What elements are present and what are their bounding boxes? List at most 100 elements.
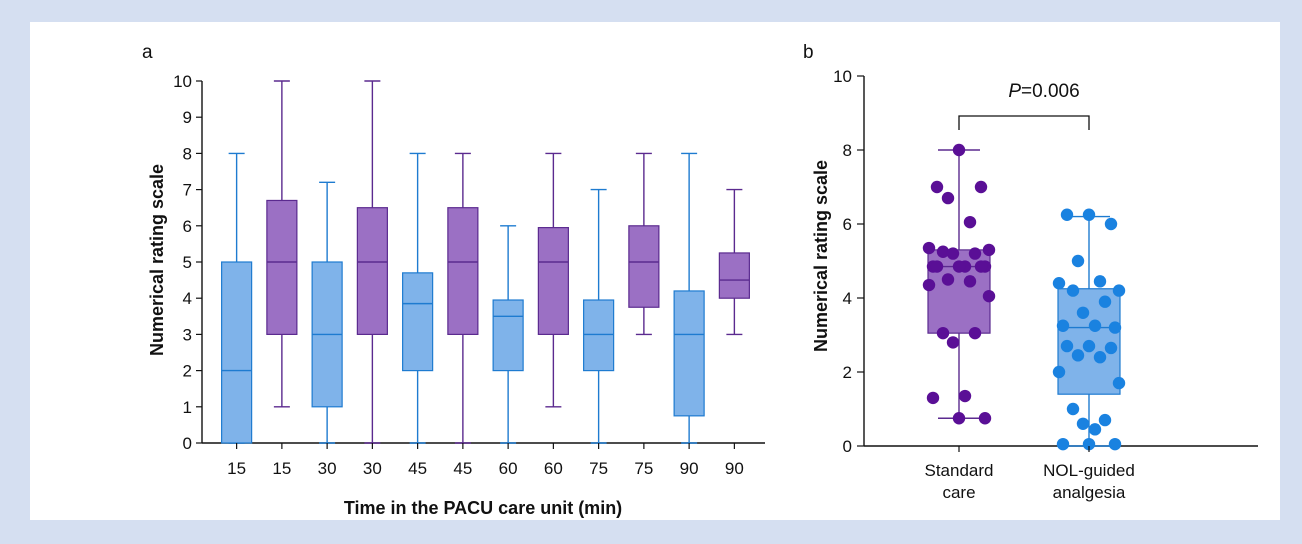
data-point <box>974 260 988 273</box>
box-iqr <box>537 227 569 336</box>
data-point <box>936 245 950 258</box>
panel-a-y-tick-label: 6 <box>183 217 192 236</box>
data-point <box>1082 339 1096 353</box>
panel-b-y-tick-label: 0 <box>843 437 852 456</box>
panel-b-y-tick-label: 8 <box>843 141 852 160</box>
panel-a-box-11 <box>673 152 705 444</box>
data-point <box>1108 321 1122 334</box>
data-point <box>974 180 988 194</box>
data-point <box>1066 284 1080 297</box>
panel-b-x-tick-label: NOL-guided analgesia <box>1043 461 1135 502</box>
data-point <box>1071 254 1085 268</box>
panel-a-x-tick-label: 15 <box>272 459 291 478</box>
data-point <box>922 278 936 292</box>
panel-b: b 0 2 4 6 8 10 P=0.006 Standard care NOL-guided… <box>803 42 1258 502</box>
data-point <box>1088 319 1102 332</box>
panel-a-y-axis-label: Numerical rating scale <box>147 164 167 356</box>
panel-a-x-tick-label: 60 <box>499 459 518 478</box>
panel-a-box-7 <box>492 225 524 444</box>
data-point <box>978 412 992 425</box>
data-point <box>1112 376 1126 390</box>
panel-a-y-tick-label: 0 <box>183 434 192 453</box>
data-point <box>968 247 982 260</box>
data-point <box>1104 341 1118 355</box>
data-point <box>1093 351 1107 364</box>
panel-a-boxes <box>221 80 750 444</box>
panel-b-label: b <box>803 42 814 63</box>
box-iqr <box>718 252 750 299</box>
panel-a-box-4 <box>356 80 388 444</box>
box-iqr <box>673 290 705 417</box>
data-point <box>968 326 982 340</box>
x-tick-label-line: NOL-guided <box>1043 461 1135 480</box>
panel-a-x-ticks: 15 15 30 30 45 45 60 60 75 75 90 90 <box>227 443 744 478</box>
data-point <box>1093 275 1107 288</box>
data-point <box>1112 284 1126 297</box>
panel-a-x-tick-label: 30 <box>363 459 382 478</box>
panel-a-x-tick-label: 90 <box>680 459 699 478</box>
panel-a-box-2 <box>266 80 298 408</box>
p-value-annotation: P=0.006 <box>1008 81 1079 102</box>
panel-a-y-ticks: 0 1 2 3 4 5 6 7 8 9 10 <box>173 72 202 453</box>
panel-b-boxes <box>927 149 1121 447</box>
data-point <box>1076 306 1090 319</box>
data-point <box>1052 277 1066 290</box>
panel-a-x-tick-label: 45 <box>453 459 472 478</box>
data-point <box>936 326 950 340</box>
data-point <box>941 273 955 286</box>
data-point <box>1082 208 1096 221</box>
panel-a-y-tick-label: 7 <box>183 181 192 200</box>
panel-a-x-tick-label: 75 <box>589 459 608 478</box>
panel-a-x-tick-label: 75 <box>634 459 653 478</box>
panel-a-box-6 <box>447 152 479 444</box>
data-point <box>1098 295 1112 308</box>
panel-b-y-tick-label: 2 <box>843 363 852 382</box>
data-point <box>1082 437 1096 451</box>
panel-a-x-tick-label: 45 <box>408 459 427 478</box>
figure-panel: a 0 1 2 3 4 5 6 7 8 9 10 15 15 30 30 45 45 60 60 75 75 90 90 … <box>30 22 1280 520</box>
data-point <box>1098 413 1112 427</box>
data-point <box>946 336 960 349</box>
panel-a-y-tick-label: 1 <box>183 398 192 417</box>
panel-a-box-12 <box>718 188 750 336</box>
data-point <box>1108 437 1122 451</box>
data-point <box>952 260 966 273</box>
panel-b-y-tick-label: 6 <box>843 215 852 234</box>
box-iqr <box>356 207 388 335</box>
p-value-text: =0.006 <box>1021 81 1080 102</box>
bracket-line <box>958 115 1090 130</box>
panel-a-y-tick-label: 9 <box>183 108 192 127</box>
panel-b-points <box>922 143 1126 451</box>
panel-a-y-tick-label: 8 <box>183 144 192 163</box>
panel-a-box-1 <box>221 152 253 444</box>
data-point <box>963 275 977 288</box>
data-point <box>1066 402 1080 416</box>
box-iqr <box>221 261 253 444</box>
panel-b-y-tick-label: 4 <box>843 289 852 308</box>
data-point <box>1056 437 1070 451</box>
x-tick-label-line: Standard <box>925 461 994 480</box>
data-point <box>930 260 944 273</box>
data-point <box>1060 339 1074 353</box>
panel-a-y-tick-label: 2 <box>183 362 192 381</box>
data-point <box>1052 365 1066 379</box>
data-point <box>1056 319 1070 332</box>
box-iqr <box>628 225 660 308</box>
data-point <box>1071 349 1085 362</box>
data-point <box>930 180 944 194</box>
data-point <box>1104 217 1118 231</box>
data-point <box>926 391 940 405</box>
data-point <box>963 215 977 229</box>
panel-b-y-ticks: 0 2 4 6 8 10 <box>833 67 864 456</box>
box-iqr <box>447 207 479 335</box>
panel-a-x-tick-label: 15 <box>227 459 246 478</box>
data-point <box>946 247 960 260</box>
data-point <box>941 191 955 205</box>
panel-a-box-5 <box>402 152 434 444</box>
panel-a-box-9 <box>583 188 615 444</box>
panel-a-y-tick-label: 4 <box>183 289 192 308</box>
data-point <box>1076 417 1090 430</box>
panel-a-x-tick-label: 30 <box>318 459 337 478</box>
